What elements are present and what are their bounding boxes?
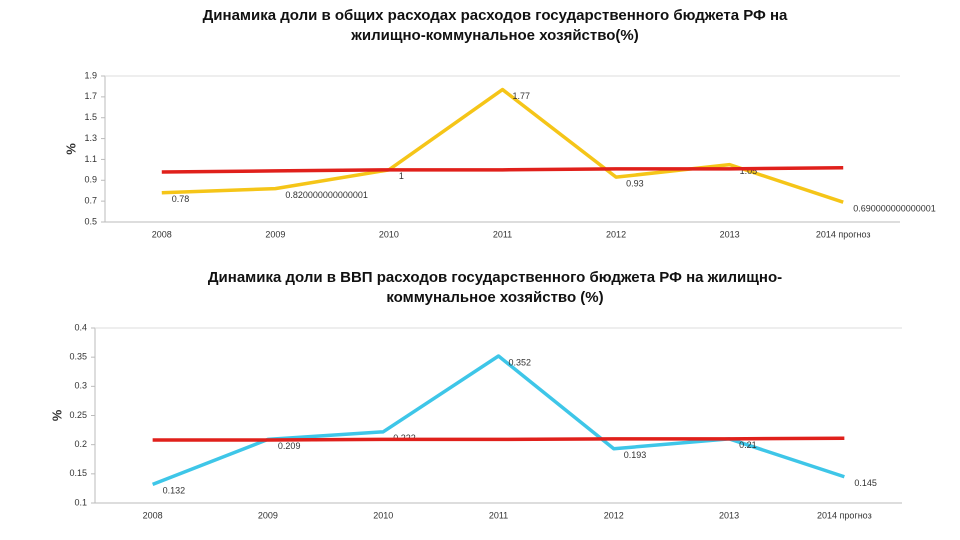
series-line bbox=[152, 354, 845, 486]
y-tick-label: 1.1 bbox=[84, 154, 97, 164]
y-tick-label: 0.25 bbox=[69, 410, 87, 420]
y-tick-label: 1.9 bbox=[84, 70, 97, 80]
y-axis-label: % bbox=[49, 409, 64, 421]
x-tick-label: 2008 bbox=[152, 229, 172, 239]
y-tick-label: 0.5 bbox=[84, 216, 97, 226]
x-tick-label: 2010 bbox=[373, 510, 393, 520]
x-tick-label: 2011 bbox=[493, 229, 512, 239]
data-label: 0.193 bbox=[624, 450, 647, 460]
data-label: 0.820000000000001 bbox=[285, 190, 368, 200]
data-label: 0.132 bbox=[163, 486, 186, 496]
x-tick-label: 2012 bbox=[606, 229, 626, 239]
data-label: 1.77 bbox=[513, 91, 531, 101]
x-tick-label: 2014 прогноз bbox=[816, 229, 871, 239]
x-tick-label: 2009 bbox=[265, 229, 285, 239]
x-tick-label: 2010 bbox=[379, 229, 399, 239]
x-tick-label: 2011 bbox=[489, 510, 508, 520]
y-tick-label: 0.35 bbox=[69, 352, 87, 362]
x-tick-label: 2014 прогноз bbox=[817, 510, 872, 520]
data-label: 0.145 bbox=[854, 478, 877, 488]
chart-title: Динамика доли в ВВП расходов государстве… bbox=[207, 269, 783, 306]
x-tick-label: 2012 bbox=[604, 510, 624, 520]
data-label: 1.05 bbox=[740, 166, 758, 176]
x-tick-label: 2008 bbox=[143, 510, 163, 520]
data-label: 0.352 bbox=[509, 357, 532, 367]
data-label: 0.21 bbox=[739, 440, 757, 450]
y-tick-label: 1.7 bbox=[84, 91, 97, 101]
y-tick-label: 0.3 bbox=[74, 381, 87, 391]
y-tick-label: 0.15 bbox=[69, 468, 87, 478]
y-tick-label: 0.4 bbox=[74, 322, 87, 332]
data-label: 0.690000000000001 bbox=[853, 204, 936, 214]
series-line bbox=[161, 166, 844, 174]
y-axis-label: % bbox=[63, 143, 78, 155]
series-line bbox=[152, 436, 845, 442]
data-label: 0.93 bbox=[626, 179, 644, 189]
chart-title: Динамика доли в общих расходах расходов … bbox=[202, 7, 788, 44]
data-label: 0.209 bbox=[278, 441, 301, 451]
y-tick-label: 1.5 bbox=[84, 112, 97, 122]
y-tick-label: 0.2 bbox=[74, 439, 87, 449]
data-label: 0.78 bbox=[172, 194, 190, 204]
data-label: 1 bbox=[399, 171, 404, 181]
x-tick-label: 2013 bbox=[720, 229, 740, 239]
x-tick-label: 2013 bbox=[719, 510, 739, 520]
y-tick-label: 0.1 bbox=[74, 497, 87, 507]
y-tick-label: 0.7 bbox=[84, 196, 97, 206]
y-tick-label: 1.3 bbox=[84, 133, 97, 143]
y-tick-label: 0.9 bbox=[84, 175, 97, 185]
series-line bbox=[161, 87, 844, 204]
x-tick-label: 2009 bbox=[258, 510, 278, 520]
